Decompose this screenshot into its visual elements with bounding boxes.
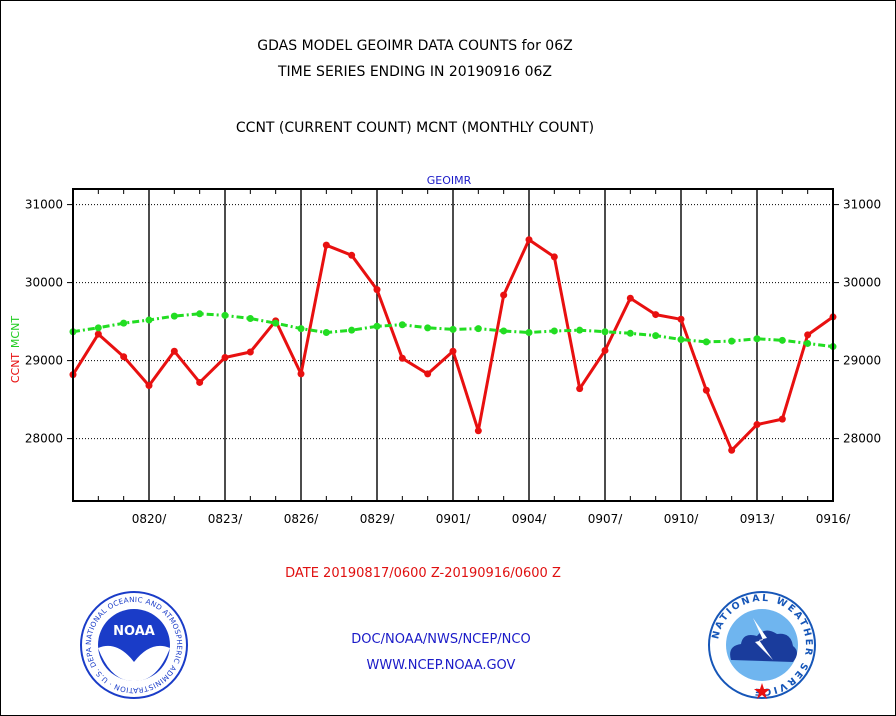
point-ccnt bbox=[348, 251, 356, 259]
point-ccnt bbox=[474, 427, 482, 435]
point-mcnt bbox=[246, 314, 254, 322]
point-ccnt bbox=[500, 291, 508, 299]
x-tick-label: 0916/ bbox=[816, 512, 852, 526]
point-mcnt bbox=[196, 310, 204, 318]
point-mcnt bbox=[652, 332, 660, 340]
point-ccnt bbox=[221, 353, 229, 361]
point-ccnt bbox=[728, 446, 736, 454]
point-mcnt bbox=[677, 336, 685, 344]
point-ccnt bbox=[525, 236, 533, 244]
point-ccnt bbox=[196, 378, 204, 386]
nws-logo: NATIONAL WEATHER SERVICE bbox=[708, 591, 816, 699]
chart-title: GDAS MODEL GEOIMR DATA COUNTS for 06Z bbox=[257, 38, 573, 54]
website-link[interactable]: WWW.NCEP.NOAA.GOV bbox=[366, 658, 516, 673]
chart-series-description: CCNT (CURRENT COUNT) MCNT (MONTHLY COUNT… bbox=[235, 120, 595, 136]
x-tick-label: 0910/ bbox=[664, 512, 700, 526]
point-mcnt bbox=[525, 329, 533, 337]
point-mcnt bbox=[601, 328, 609, 336]
point-mcnt bbox=[576, 326, 584, 334]
x-tick-label: 0826/ bbox=[284, 512, 320, 526]
y-tick-label-right: 28000 bbox=[843, 432, 881, 446]
plot-area-border bbox=[72, 188, 834, 502]
panel-title: GEOIMR bbox=[427, 174, 472, 187]
point-ccnt bbox=[94, 330, 102, 338]
point-mcnt bbox=[626, 329, 634, 337]
x-tick-label: 0904/ bbox=[512, 512, 548, 526]
point-mcnt bbox=[728, 337, 736, 345]
point-ccnt bbox=[626, 294, 634, 302]
point-mcnt bbox=[424, 324, 432, 332]
point-mcnt bbox=[753, 335, 761, 343]
x-tick-label: 0823/ bbox=[208, 512, 244, 526]
nws-cloud-icon bbox=[730, 630, 797, 662]
point-mcnt bbox=[398, 321, 406, 329]
noaa-bird-icon bbox=[98, 645, 170, 682]
point-mcnt bbox=[120, 319, 128, 327]
y-tick-label-left: 28000 bbox=[25, 432, 63, 446]
point-mcnt bbox=[373, 322, 381, 330]
point-ccnt bbox=[550, 253, 558, 261]
x-tick-label: 0907/ bbox=[588, 512, 624, 526]
nws-star-icon bbox=[754, 683, 770, 699]
y-axis-label-mcnt: MCNT bbox=[9, 316, 22, 348]
noaa-logo: NATIONAL OCEANIC AND ATMOSPHERIC ADMINIS… bbox=[79, 590, 188, 699]
point-mcnt bbox=[322, 329, 330, 337]
axis-layer: 28000 28000 29000 29000 30000 30000 31000 31000… bbox=[25, 189, 881, 526]
x-tick-label: 0913/ bbox=[740, 512, 776, 526]
point-mcnt bbox=[500, 327, 508, 335]
point-ccnt bbox=[576, 385, 584, 393]
x-tick-label: 0820/ bbox=[132, 512, 168, 526]
y-tick-label-right: 31000 bbox=[843, 198, 881, 212]
point-ccnt bbox=[373, 286, 381, 294]
point-mcnt bbox=[170, 312, 178, 320]
point-ccnt bbox=[170, 347, 178, 355]
point-mcnt bbox=[474, 325, 482, 333]
point-ccnt bbox=[322, 241, 330, 249]
point-ccnt bbox=[652, 311, 660, 319]
point-mcnt bbox=[804, 339, 812, 347]
x-tick-label: 0901/ bbox=[436, 512, 472, 526]
point-ccnt bbox=[778, 415, 786, 423]
point-mcnt bbox=[94, 324, 102, 332]
point-ccnt bbox=[449, 347, 457, 355]
point-mcnt bbox=[221, 311, 229, 319]
point-mcnt bbox=[778, 336, 786, 344]
y-tick-label-right: 30000 bbox=[843, 276, 881, 290]
point-ccnt bbox=[145, 382, 153, 390]
point-ccnt bbox=[398, 354, 406, 362]
point-mcnt bbox=[449, 325, 457, 333]
point-mcnt bbox=[272, 319, 280, 327]
noaa-logo-text: NOAA bbox=[113, 624, 155, 639]
date-range: DATE 20190817/0600 Z-20190916/0600 Z bbox=[285, 566, 561, 581]
chart-subtitle: TIME SERIES ENDING IN 20190916 06Z bbox=[278, 64, 552, 80]
point-ccnt bbox=[753, 421, 761, 429]
y-tick-label-left: 30000 bbox=[25, 276, 63, 290]
point-mcnt bbox=[145, 316, 153, 324]
y-tick-label-right: 29000 bbox=[843, 354, 881, 368]
y-tick-label-left: 29000 bbox=[25, 354, 63, 368]
point-ccnt bbox=[601, 346, 609, 354]
series-layer bbox=[69, 236, 837, 454]
point-ccnt bbox=[246, 348, 254, 356]
point-ccnt bbox=[677, 315, 685, 323]
point-mcnt bbox=[550, 327, 558, 335]
nws-lightning-icon bbox=[753, 618, 773, 660]
x-tick-label: 0829/ bbox=[360, 512, 396, 526]
y-axis-label-ccnt: CCNT bbox=[9, 353, 22, 384]
point-mcnt bbox=[348, 326, 356, 334]
agency-line: DOC/NOAA/NWS/NCEP/NCO bbox=[351, 632, 531, 647]
point-ccnt bbox=[804, 331, 812, 339]
point-ccnt bbox=[702, 386, 710, 394]
point-mcnt bbox=[702, 338, 710, 346]
point-mcnt bbox=[297, 325, 305, 333]
grid-layer bbox=[73, 189, 834, 501]
point-ccnt bbox=[297, 370, 305, 378]
y-tick-label-left: 31000 bbox=[25, 198, 63, 212]
point-ccnt bbox=[120, 353, 128, 361]
point-ccnt bbox=[424, 370, 432, 378]
